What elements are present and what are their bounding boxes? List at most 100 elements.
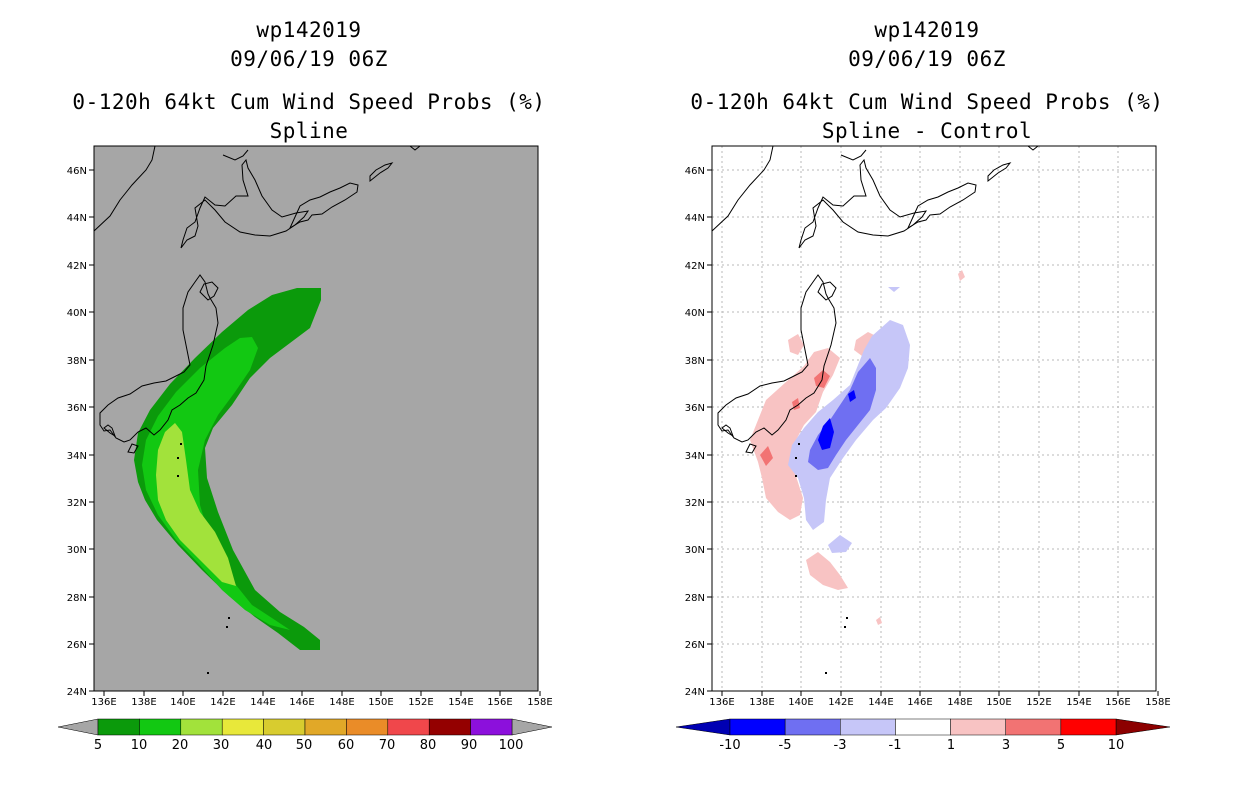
right-lat-label: 26N <box>685 640 705 651</box>
left-lon-label: 150E <box>368 697 393 708</box>
right-map-frame <box>711 145 1157 692</box>
left-title-product: 0-120h 64kt Cum Wind Speed Probs (%) <box>72 90 546 114</box>
left-lat-label: 34N <box>67 451 87 462</box>
right-lat-label: 34N <box>685 451 705 462</box>
left-title-datetime: 09/06/19 06Z <box>230 47 388 71</box>
colorbar-swatch <box>840 718 896 736</box>
right-lon-label: 136E <box>709 697 734 708</box>
right-title-storm: wp142019 <box>874 18 980 42</box>
diff-pos-1-3-upper <box>788 334 804 355</box>
left-lon-label: 138E <box>131 697 156 708</box>
colorbar-label: -1 <box>889 738 902 753</box>
colorbar-swatch <box>346 718 389 736</box>
right-lon-label: 156E <box>1105 697 1130 708</box>
right-colorbar <box>675 718 1171 736</box>
diff-pos-small-b <box>876 617 882 625</box>
colorbar-swatch <box>470 718 513 736</box>
colorbar-label: 10 <box>1108 738 1125 753</box>
right-lat-label: 46N <box>685 166 705 177</box>
left-lon-label: 156E <box>487 697 512 708</box>
left-lon-label: 158E <box>527 697 552 708</box>
diff-neg-5-10-b <box>848 390 856 402</box>
right-title-product: 0-120h 64kt Cum Wind Speed Probs (%) <box>690 90 1164 114</box>
left-lat-label: 32N <box>67 498 87 509</box>
right-lon-label: 158E <box>1145 697 1170 708</box>
colorbar-swatch <box>304 718 347 736</box>
left-islands <box>177 443 230 674</box>
colorbar-swatch <box>221 718 264 736</box>
colorbar-right-arrow <box>511 718 553 736</box>
colorbar-label: 5 <box>1057 738 1065 753</box>
colorbar-swatch <box>97 718 140 736</box>
colorbar-swatch <box>729 718 786 736</box>
colorbar-swatch <box>180 718 223 736</box>
colorbar-label: 1 <box>947 738 955 753</box>
diff-neg-small <box>888 287 900 292</box>
left-title-storm: wp142019 <box>256 18 362 42</box>
right-lon-label: 148E <box>947 697 972 708</box>
left-colorbar <box>57 718 553 736</box>
colorbar-label: 50 <box>296 738 313 753</box>
left-coastlines <box>93 145 421 454</box>
right-lat-label: 24N <box>685 687 705 698</box>
colorbar-swatch <box>950 718 1006 736</box>
right-panel: wp142019 09/06/19 06Z 0-120h 64kt Cum Wi… <box>618 0 1236 800</box>
right-lat-label: 36N <box>685 403 705 414</box>
left-lon-label: 146E <box>289 697 314 708</box>
diff-neg-5-10-a <box>818 418 834 450</box>
colorbar-swatch <box>428 718 471 736</box>
colorbar-label: 60 <box>338 738 355 753</box>
right-gridlines <box>712 146 1156 691</box>
colorbar-label: 5 <box>94 738 102 753</box>
colorbar-label: 3 <box>1002 738 1010 753</box>
right-lat-label: 30N <box>685 545 705 556</box>
prob-contour-20 <box>156 423 236 586</box>
left-lon-label: 154E <box>448 697 473 708</box>
colorbar-swatch <box>139 718 182 736</box>
right-colorbar-labels: -10 -5 -3 -1 1 3 5 10 <box>719 738 1124 753</box>
left-lat-label: 44N <box>67 213 87 224</box>
left-map-frame <box>93 145 539 692</box>
right-lat-label: 40N <box>685 308 705 319</box>
colorbar-label: -5 <box>779 738 792 753</box>
colorbar-label: -10 <box>719 738 740 753</box>
right-lat-label: 28N <box>685 593 705 604</box>
colorbar-swatch <box>387 718 430 736</box>
colorbar-label: 70 <box>379 738 396 753</box>
colorbar-label: 90 <box>461 738 478 753</box>
colorbar-label: 100 <box>499 738 524 753</box>
diff-pos-3-5-b <box>760 446 773 466</box>
left-lat-label: 28N <box>67 593 87 604</box>
colorbar-swatch <box>1060 718 1117 736</box>
left-lat-label: 24N <box>67 687 87 698</box>
colorbar-left-arrow <box>675 718 731 736</box>
left-lat-label: 40N <box>67 308 87 319</box>
colorbar-right-arrow <box>1115 718 1171 736</box>
left-lon-axis: 136E 138E 140E 142E 144E 146E 148E 150E … <box>91 691 553 708</box>
left-lat-label: 26N <box>67 640 87 651</box>
right-lat-label: 44N <box>685 213 705 224</box>
left-map-svg: 46N 44N 42N 40N 38N 36N 34N 32N 30N 28N … <box>57 145 553 753</box>
colorbar-label: 30 <box>213 738 230 753</box>
colorbar-swatch <box>1005 718 1062 736</box>
left-lon-label: 148E <box>329 697 354 708</box>
diff-neg-1-3-south <box>828 535 852 553</box>
left-lat-label: 38N <box>67 356 87 367</box>
prob-contour-10 <box>142 337 290 630</box>
left-lon-label: 152E <box>408 697 433 708</box>
left-lon-label: 144E <box>250 697 275 708</box>
right-lat-label: 38N <box>685 356 705 367</box>
right-lon-label: 146E <box>907 697 932 708</box>
right-title-method: Spline - Control <box>821 119 1033 143</box>
left-title-method: Spline <box>269 119 349 143</box>
colorbar-left-arrow <box>57 718 99 736</box>
diff-pos-1-3 <box>750 348 840 520</box>
right-lon-label: 140E <box>788 697 813 708</box>
prob-contour-5 <box>134 288 321 650</box>
left-panel: wp142019 09/06/19 06Z 0-120h 64kt Cum Wi… <box>57 18 553 753</box>
right-lon-label: 152E <box>1026 697 1051 708</box>
colorbar-label: -3 <box>834 738 847 753</box>
diff-negative-contours <box>788 287 910 553</box>
colorbar-swatch <box>895 718 951 736</box>
left-lon-label: 136E <box>91 697 116 708</box>
